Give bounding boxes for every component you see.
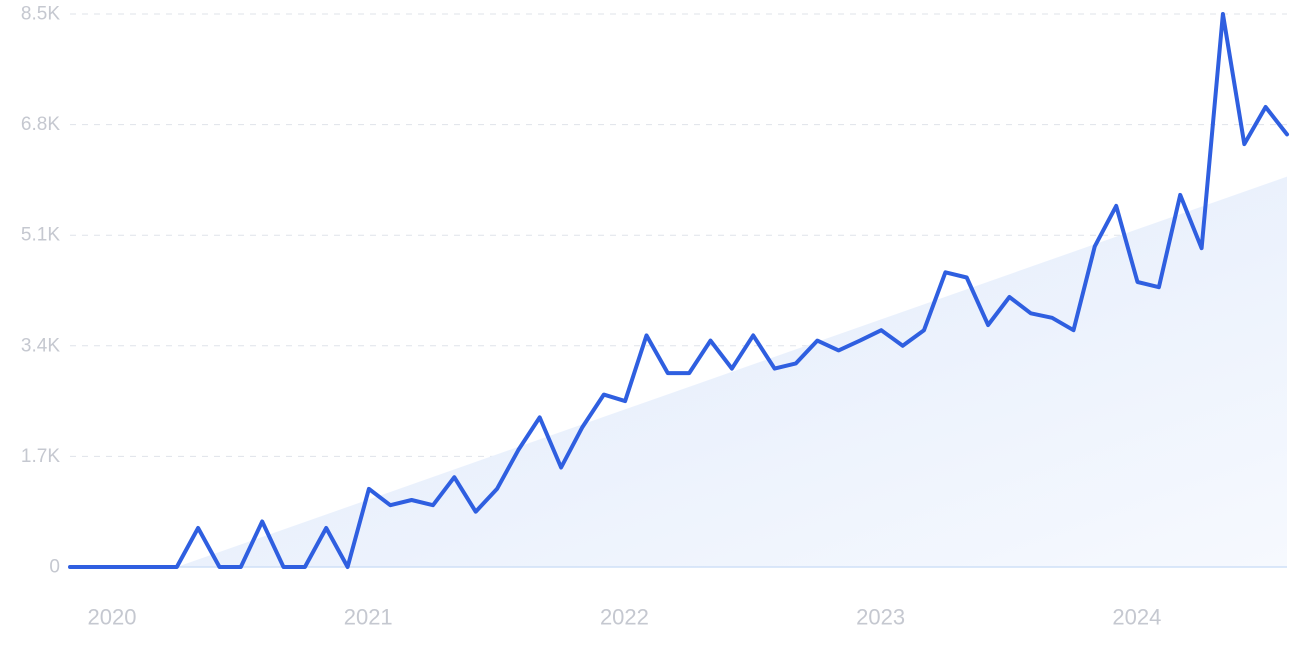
x-tick-label: 2021 xyxy=(344,605,393,630)
y-tick-label: 3.4K xyxy=(21,335,60,356)
y-tick-label: 1.7K xyxy=(21,446,60,467)
y-axis-ticks: 0 1.7K 3.4K 5.1K 6.8K 8.5K xyxy=(21,4,60,578)
y-tick-label: 0 xyxy=(49,557,60,578)
trend-area xyxy=(176,176,1287,567)
x-tick-label: 2022 xyxy=(600,605,649,630)
x-tick-label: 2023 xyxy=(856,605,905,630)
series-line xyxy=(68,12,1289,569)
x-tick-label: 2020 xyxy=(88,605,137,630)
y-tick-label: 5.1K xyxy=(21,225,60,246)
x-axis-ticks: 2020 2021 2022 2023 2024 xyxy=(88,605,1162,630)
y-tick-label: 6.8K xyxy=(21,114,60,135)
y-tick-label: 8.5K xyxy=(21,4,60,25)
x-tick-label: 2024 xyxy=(1112,605,1161,630)
